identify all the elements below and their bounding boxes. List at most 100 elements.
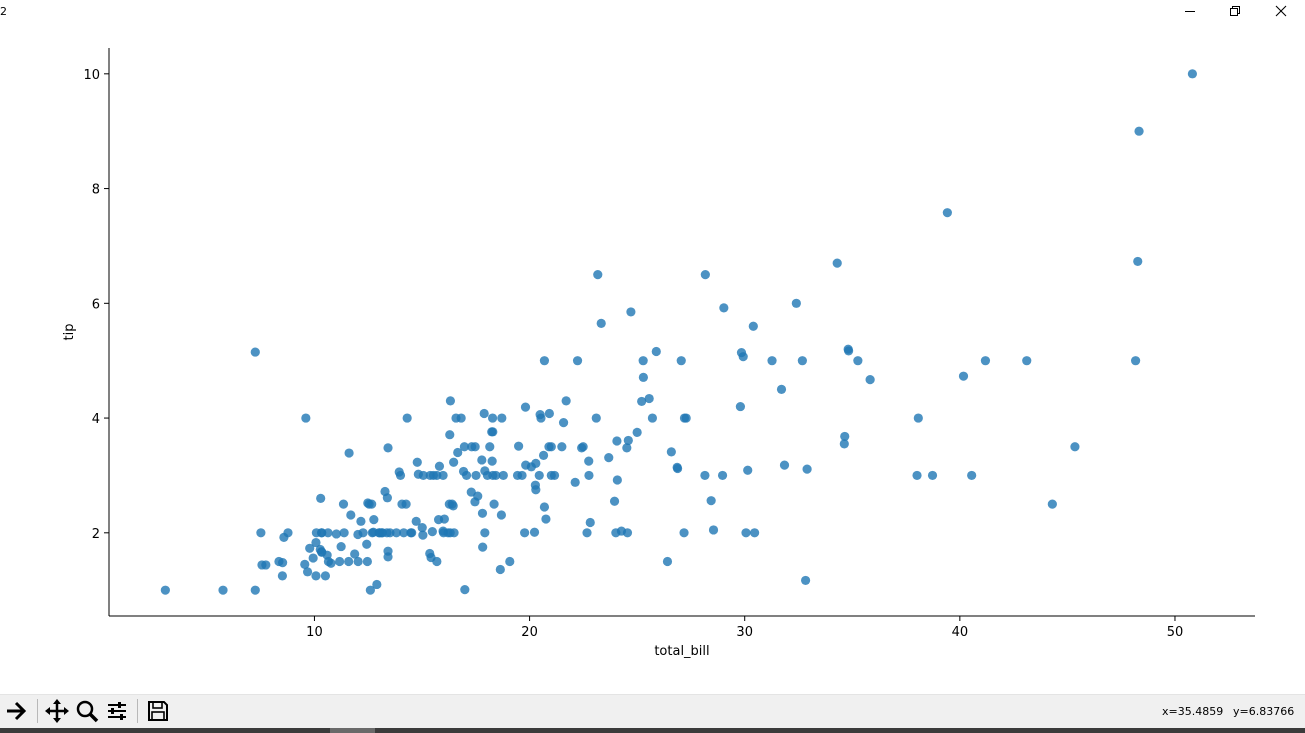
- data-point: [383, 443, 393, 453]
- data-point: [520, 528, 530, 538]
- data-point: [505, 556, 515, 567]
- data-point: [383, 552, 393, 562]
- data-point: [478, 542, 488, 552]
- data-point: [250, 585, 260, 595]
- data-point: [283, 528, 293, 538]
- data-point: [942, 208, 952, 218]
- toolbar-separator: [137, 699, 138, 723]
- minimize-button[interactable]: [1167, 0, 1213, 22]
- data-point: [338, 499, 349, 509]
- data-point: [395, 470, 406, 481]
- data-point: [779, 460, 790, 470]
- zoom-icon: [76, 700, 99, 723]
- data-point: [672, 463, 683, 474]
- data-point: [305, 543, 315, 553]
- data-point: [651, 346, 661, 357]
- data-point: [681, 413, 691, 423]
- close-button[interactable]: [1258, 0, 1304, 22]
- data-point: [498, 470, 508, 481]
- data-point: [604, 453, 614, 463]
- window-title: 2: [0, 5, 7, 18]
- data-point: [1133, 256, 1143, 267]
- data-point: [700, 270, 710, 280]
- data-point: [250, 347, 260, 357]
- data-point: [402, 413, 412, 423]
- restore-button[interactable]: [1212, 0, 1258, 22]
- data-point: [308, 553, 318, 563]
- data-point: [612, 436, 622, 446]
- data-point: [802, 464, 812, 474]
- data-point: [1131, 356, 1141, 366]
- data-point: [622, 528, 633, 538]
- data-point: [558, 418, 569, 428]
- data-point: [335, 556, 345, 567]
- data-point: [485, 442, 495, 452]
- data-point: [529, 527, 540, 537]
- data-point: [578, 442, 588, 452]
- zoom-button[interactable]: [73, 697, 101, 725]
- data-point: [538, 450, 549, 460]
- data-point: [350, 549, 360, 559]
- data-point: [582, 528, 592, 538]
- data-point: [750, 528, 760, 538]
- data-point: [609, 496, 620, 506]
- data-point: [477, 455, 487, 465]
- data-point: [316, 493, 326, 503]
- data-point: [432, 556, 442, 567]
- data-point: [302, 567, 313, 577]
- save-button[interactable]: [144, 697, 172, 725]
- ticks-layer: 10 20 30 40 50 2 4 6 8 10: [83, 68, 1183, 640]
- data-point: [840, 431, 850, 442]
- data-point: [358, 528, 368, 538]
- data-point: [717, 470, 728, 481]
- data-point: [311, 537, 321, 548]
- x-tick-label: 50: [1167, 625, 1184, 640]
- scatter-plot[interactable]: 10 20 30 40 50 2 4 6 8 10 total_bill tip: [0, 22, 1305, 694]
- data-point: [853, 356, 863, 366]
- navigation-toolbar: x=35.4859 y=6.83766: [0, 694, 1305, 729]
- data-point: [541, 514, 551, 524]
- data-point: [776, 384, 787, 394]
- data-point: [1022, 356, 1032, 366]
- data-point: [407, 528, 417, 538]
- toolbar-separator: [37, 699, 38, 723]
- data-point: [585, 517, 595, 528]
- data-point: [459, 442, 469, 452]
- data-point: [980, 356, 991, 366]
- data-point: [531, 458, 541, 468]
- data-point: [362, 539, 372, 549]
- data-point: [412, 457, 422, 467]
- data-point: [344, 556, 354, 567]
- taskbar-thumb: [330, 728, 375, 733]
- data-point: [438, 470, 448, 481]
- data-point: [365, 585, 375, 595]
- y-tick-label: 6: [92, 297, 100, 312]
- data-point: [362, 556, 372, 567]
- y-axis-title: tip: [62, 324, 77, 341]
- data-point: [460, 585, 470, 595]
- data-point: [495, 564, 505, 575]
- data-point: [353, 556, 363, 567]
- data-point: [865, 375, 875, 385]
- data-point: [561, 396, 571, 406]
- forward-button[interactable]: [2, 697, 30, 725]
- data-point: [277, 571, 287, 581]
- pan-button[interactable]: [43, 697, 71, 725]
- data-point: [1070, 442, 1080, 452]
- data-point: [800, 575, 811, 586]
- data-point: [706, 496, 716, 506]
- data-point: [496, 510, 506, 520]
- data-point: [644, 393, 654, 404]
- data-point: [427, 527, 437, 537]
- y-tick-label: 4: [92, 412, 100, 427]
- data-point: [487, 413, 498, 423]
- configure-subplots-button[interactable]: [103, 697, 131, 725]
- data-point: [411, 516, 421, 526]
- data-point: [461, 470, 472, 481]
- data-point: [539, 502, 550, 512]
- data-point: [531, 485, 541, 495]
- data-point: [741, 528, 751, 538]
- y-coordinate-readout: y=6.83766: [1233, 705, 1295, 718]
- data-point: [326, 558, 336, 568]
- data-point: [488, 427, 498, 437]
